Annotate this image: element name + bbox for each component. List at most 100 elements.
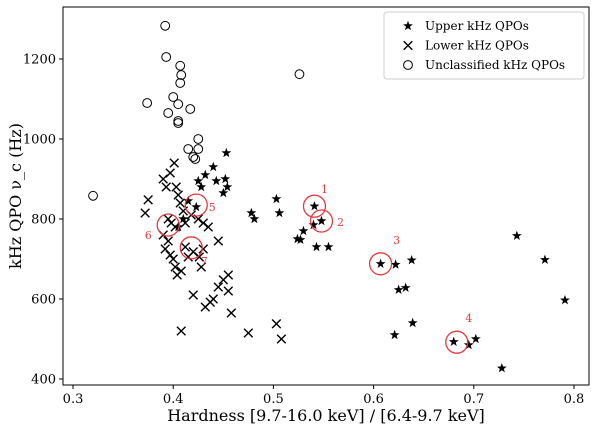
annotation-label: 5 [209,201,216,214]
data-point-star [178,213,189,224]
annotation-circle [156,213,180,237]
data-point-star [183,195,194,206]
data-point-star [496,363,507,373]
data-point-x [213,236,224,246]
data-point-x [165,250,175,260]
data-point-star [200,169,211,180]
data-point-circle [168,92,179,102]
x-tick-label: 0.7 [463,392,484,407]
legend-marker-star [403,20,413,31]
x-tick-label: 0.8 [564,392,585,407]
data-point-circle [175,60,186,71]
data-point-star [463,339,474,350]
data-point-x [271,319,282,329]
data-point-circle [193,144,204,154]
data-point-star [211,175,222,186]
data-point-x [208,294,219,304]
data-point-star [511,230,522,241]
data-point-circle [142,98,153,108]
axes: 0.3 0.4 0.5 0.6 0.7 0.8 400 600 800 1000 1200 [23,53,584,408]
y-tick-label: 1000 [23,133,56,148]
data-point-x [188,290,199,300]
data-point-x [226,308,237,318]
y-tick-label: 600 [31,293,56,308]
annotation-circle [368,252,393,276]
data-point-x [176,326,187,336]
data-point-circle [183,144,194,154]
data-point-star [470,333,481,344]
legend-marker-x [403,40,413,51]
data-point-star [173,221,184,232]
data-point-star [316,215,327,226]
y-tick-label: 400 [31,373,56,388]
legend-entry-label: Upper kHz QPOs [425,19,529,33]
annotation-label: 2 [337,216,344,229]
legend-entry-label: Unclassified kHz QPOs [425,58,565,72]
data-point-star [191,201,202,212]
data-point-circle [88,190,98,201]
series-circle [88,20,305,201]
data-point-circle [173,116,184,126]
x-tick-label: 0.3 [63,392,84,407]
data-point-star [311,241,322,252]
data-point-star [448,336,459,347]
y-tick-label: 1200 [23,53,56,68]
x-tick-label: 0.5 [263,392,284,407]
data-point-x [198,244,209,254]
data-point-circle [173,99,184,110]
data-point-star [539,254,550,265]
data-point-x [180,218,191,228]
data-point-x [276,334,287,344]
data-point-x [160,244,170,254]
data-point-star [560,295,570,305]
data-point-circle [176,70,187,80]
data-point-x [161,182,171,192]
data-point-star [218,187,229,198]
data-point-x [163,236,173,246]
annotation-circle [184,193,208,217]
annotation-circle [302,194,327,218]
series-star [173,147,570,373]
data-point-x [175,198,186,208]
data-point-x [170,262,181,272]
data-point-star [274,207,285,218]
annotation-label: 6 [145,229,152,242]
legend-entry-label: Lower kHz QPOs [425,39,529,53]
data-point-x [223,286,234,296]
annotation-label: 1 [321,183,328,196]
x-tick-label: 0.4 [163,392,184,407]
data-point-circle [161,52,172,62]
data-point-x [140,208,150,218]
y-axis-label: kHz QPO ν_c (Hz) [6,123,25,269]
data-point-x [143,195,153,205]
legend: Upper kHz QPOs Lower kHz QPOs Unclassified… [383,11,585,80]
data-point-x [173,190,184,200]
series-x [140,158,287,344]
data-point-circle [163,108,174,118]
data-point-star [407,317,418,328]
data-point-x [171,182,182,192]
data-point-star [323,241,334,252]
data-point-star [246,207,257,218]
annotations: 1 2 3 4 5 6 7 [145,183,472,354]
data-point-star [375,258,386,269]
data-point-star [298,225,309,236]
data-point-star [308,219,319,230]
legend-marker-circle [403,60,413,70]
data-point-x [223,270,234,280]
plot-content: 1 2 3 4 5 6 7 [88,20,570,373]
data-point-x [213,282,224,292]
data-point-x [203,222,214,232]
data-point-star [249,213,260,224]
data-point-circle [175,78,186,88]
data-point-circle [160,20,171,31]
data-point-star [220,173,231,184]
annotation-circle [445,330,469,354]
data-point-x [198,218,209,228]
legend-box [383,11,585,80]
data-point-circle [188,152,199,162]
x-tick-label: 0.6 [363,392,384,407]
data-point-x [196,262,207,272]
data-point-star [193,175,204,186]
